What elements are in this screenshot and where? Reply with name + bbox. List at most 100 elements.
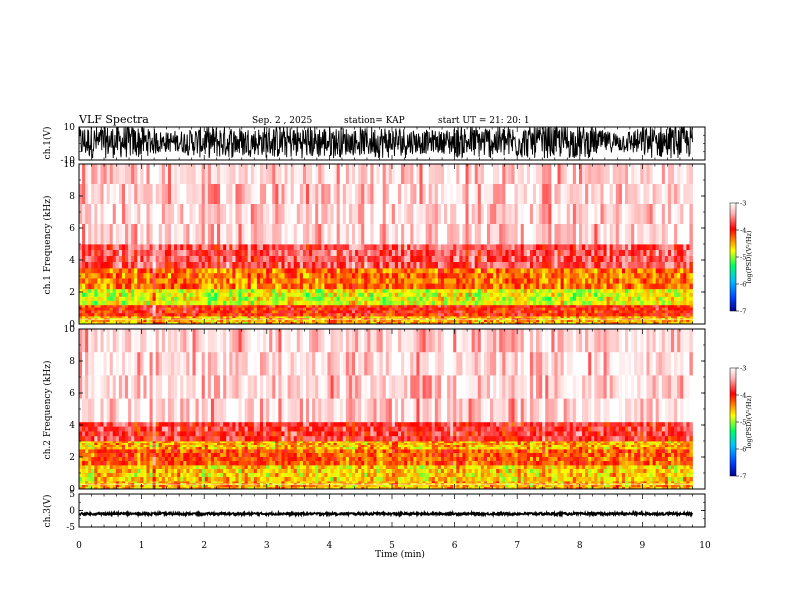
ch1-spec-cell <box>431 320 436 323</box>
ch1-spec-cell <box>134 224 138 245</box>
ch1-spec-cell <box>149 164 154 185</box>
ch1-spec-cell <box>88 278 92 284</box>
ch1-spec-cell <box>256 307 261 311</box>
ch1-spec-cell <box>532 250 537 257</box>
ch1-spec-cell <box>425 184 430 205</box>
ch1-spec-cell <box>152 283 157 290</box>
ch1-spec-cell <box>563 164 568 185</box>
ch1-spec-cell <box>186 256 190 263</box>
ch1-spec-ytick-label: 6 <box>69 224 75 234</box>
ch1-spec-cell <box>621 310 626 314</box>
ch1-spec-cell <box>502 300 506 306</box>
ch1-spec-cell <box>269 304 273 308</box>
ch1-spec-cell <box>241 184 246 205</box>
ch1-spec-cell <box>238 307 242 311</box>
ch1-spec-cell <box>483 250 488 257</box>
ch1-spec-cell <box>379 320 384 323</box>
ch1-spec-cell <box>143 296 147 302</box>
ch1-spec-cell <box>643 262 647 269</box>
figure-title: VLF Spectra <box>78 113 149 126</box>
ch1-spec-cell <box>364 224 368 245</box>
ch1-spec-cell <box>569 316 574 319</box>
ch1-spec-cell <box>259 310 264 314</box>
ch1-spec-cell <box>198 296 203 302</box>
ch1-spec-cell <box>425 244 430 251</box>
ch1-spec-cell <box>140 278 144 284</box>
ch1-spec-cell <box>137 164 141 185</box>
ch1-spec-cell <box>551 184 555 205</box>
ch1-spec-cell <box>278 316 282 319</box>
ch1-spec-cell <box>578 307 583 311</box>
ch1-spec-cell <box>563 244 568 251</box>
ch1-spec-cell <box>339 292 344 298</box>
ch1-spec-cell <box>97 320 101 323</box>
ch1-spec-cell <box>146 256 150 263</box>
ch1-spec-cell <box>158 268 163 274</box>
ch1-spec-cell <box>192 184 196 205</box>
ch1-spec-cell <box>109 307 114 311</box>
ch1-spec-cell <box>591 304 595 308</box>
ch1-spec-cell <box>195 244 200 251</box>
ch1-spec-cell <box>625 310 629 314</box>
ch1-spec-cell <box>416 322 420 325</box>
ch1-spec-cell <box>683 256 687 263</box>
ch1-spec-cell <box>302 184 307 205</box>
ch1-spec-cell <box>677 278 681 284</box>
ch1-spec-cell <box>625 316 629 319</box>
ch1-spec-cell <box>536 304 540 308</box>
ch1-spec-cell <box>391 204 396 225</box>
ch1-spec-cell <box>450 268 454 274</box>
ch1-spec-cell <box>523 296 528 302</box>
ch1-spec-cell <box>569 300 574 306</box>
ch1-spec-cell <box>112 273 117 279</box>
ch1-spec-cell <box>474 316 479 319</box>
ch1-spec-cell <box>180 250 184 257</box>
ch1-spec-cell <box>207 268 212 274</box>
ch1-spec-cell <box>404 164 408 185</box>
ch1-spec-cell <box>664 296 669 302</box>
ch1-spec-cell <box>186 283 190 290</box>
ch1-spec-cell <box>437 307 442 311</box>
ch1-spec-cell <box>625 256 629 263</box>
ch1-spec-cell <box>560 204 565 225</box>
ch1-spec-cell <box>597 300 601 306</box>
ch1-spec-cell <box>621 307 626 311</box>
ch1-spec-cell <box>554 310 558 314</box>
ch1-spec-cell <box>134 268 138 274</box>
ch1-spec-cell <box>419 273 423 279</box>
ch1-spec-cell <box>137 273 141 279</box>
ch1-spec-cell <box>499 304 503 308</box>
ch1-spec-cell <box>652 268 657 274</box>
ch1-spec-cell <box>621 320 626 323</box>
ch1-spec-cell <box>401 296 405 302</box>
ch1-spec-cell <box>686 300 690 306</box>
ch1-spec-cell <box>529 307 534 311</box>
ch1-spec-cell <box>431 278 436 284</box>
ch1-spec-cell <box>637 320 641 323</box>
ch1-spec-cell <box>652 283 657 290</box>
ch1-spec-cell <box>618 283 623 290</box>
ch1-spec-cell <box>358 320 362 323</box>
ch1-spec-cell <box>444 283 448 290</box>
ch1-spec-cell <box>572 256 577 263</box>
ch1-spec-cell <box>266 244 270 251</box>
ch1-spec-cell <box>97 262 101 269</box>
ch1-spec-cell <box>152 278 157 284</box>
ch1-spec-cell <box>462 256 466 263</box>
ch1-spec-cell <box>244 292 249 298</box>
ch1-spec-cell <box>220 296 224 302</box>
ch1-spec-cell <box>321 204 325 225</box>
ch1-spec-cell <box>309 256 313 263</box>
ch1-spec-cell <box>333 250 338 257</box>
ch1-spec-cell <box>612 320 617 323</box>
ch1-spec-cell <box>88 262 92 269</box>
ch1-spec-cell <box>434 292 439 298</box>
ch1-spec-cell <box>321 296 325 302</box>
ch1-spec-cell <box>128 184 132 205</box>
ch1-spec-cell <box>554 262 558 269</box>
ch1-spec-cell <box>315 296 319 302</box>
ch1-spec-cell <box>281 307 285 311</box>
ch1-spec-cell <box>474 273 479 279</box>
ch1-spec-cell <box>259 244 264 251</box>
ch1-spec-cell <box>152 273 157 279</box>
